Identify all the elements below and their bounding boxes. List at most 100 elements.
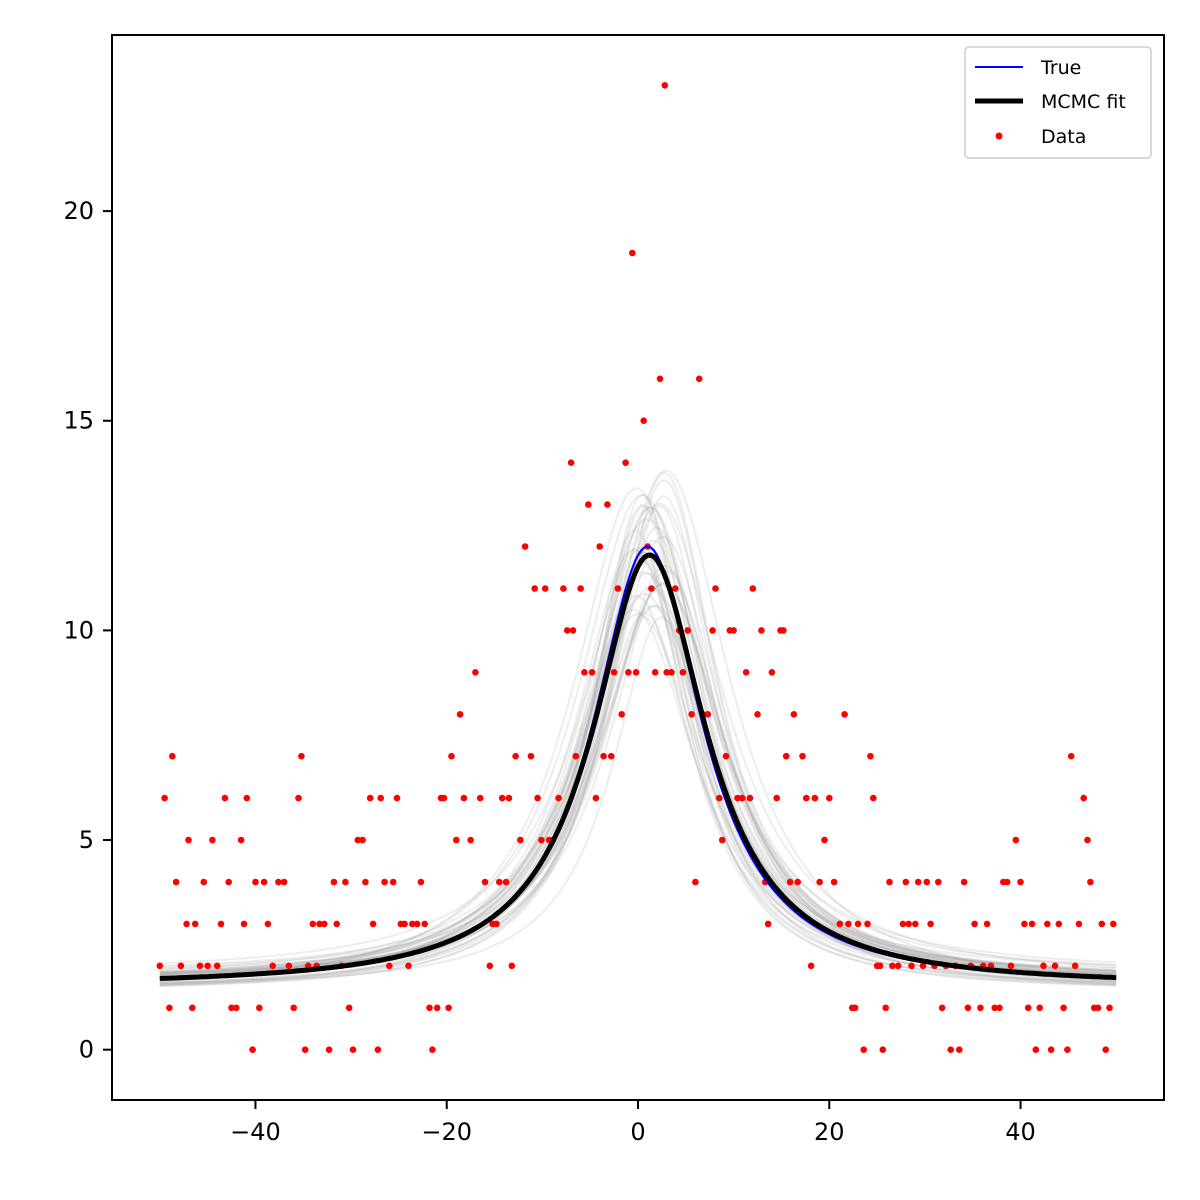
data-point <box>905 920 912 928</box>
sample-curve <box>159 493 1117 980</box>
data-point <box>754 711 761 718</box>
data-point <box>947 1046 954 1053</box>
data-point <box>301 1046 309 1053</box>
data-point <box>746 794 754 802</box>
sample-curve <box>159 552 1117 987</box>
data-point <box>426 1004 433 1012</box>
data-point <box>738 794 746 802</box>
data-point <box>977 1004 984 1012</box>
data-point <box>496 878 503 886</box>
data-point <box>899 920 907 928</box>
data-point <box>213 962 221 970</box>
x-tick-label: −20 <box>421 1118 472 1146</box>
data-point <box>1094 1004 1102 1012</box>
x-tick-label: −40 <box>230 1118 281 1146</box>
data-point <box>1064 1046 1071 1053</box>
data-point <box>860 1046 867 1053</box>
y-tick-label: 15 <box>63 407 94 435</box>
data-point <box>569 627 577 634</box>
data-point <box>316 920 323 928</box>
data-point <box>1047 1046 1055 1053</box>
data-point <box>1032 1046 1040 1053</box>
sample-curve <box>159 549 1117 984</box>
data-point <box>183 920 190 928</box>
data-point <box>1024 1004 1032 1012</box>
data-point <box>1028 920 1036 928</box>
sample-curve <box>159 502 1117 971</box>
data-point <box>200 878 208 886</box>
x-tick-label: 0 <box>630 1118 645 1146</box>
data-point <box>429 1046 436 1053</box>
data-point <box>534 794 541 802</box>
data-point <box>1060 1004 1067 1012</box>
data-point <box>233 1004 240 1012</box>
data-point <box>882 1004 889 1012</box>
legend-data-label: Data <box>1041 126 1086 148</box>
data-point <box>295 794 302 802</box>
data-point <box>413 920 421 928</box>
data-point <box>472 669 479 676</box>
data-point <box>225 878 232 886</box>
data-point <box>349 1046 357 1053</box>
data-point <box>830 878 838 886</box>
data-point <box>780 627 787 634</box>
data-point <box>377 794 385 802</box>
data-point <box>531 585 538 592</box>
data-point <box>493 920 500 928</box>
data-point <box>560 585 567 592</box>
data-point <box>217 920 225 928</box>
sample-curve <box>159 571 1117 973</box>
sample-curve <box>159 604 1117 987</box>
data-point <box>577 585 584 592</box>
data-point <box>161 794 168 802</box>
data-point <box>333 920 341 928</box>
data-point <box>172 878 180 886</box>
data-point <box>692 878 699 886</box>
data-point <box>938 1004 946 1012</box>
data-point <box>1003 878 1011 886</box>
data-point <box>572 752 580 760</box>
data-point <box>538 836 545 844</box>
data-point <box>1110 920 1117 928</box>
data-point <box>1098 920 1106 928</box>
data-point <box>854 920 862 928</box>
data-point <box>1075 920 1083 928</box>
legend: True MCMC fit Data <box>964 46 1152 159</box>
sample-curve <box>159 612 1117 973</box>
data-point <box>764 920 772 928</box>
data-point <box>204 962 211 970</box>
data-point <box>456 711 464 718</box>
data-point <box>166 1004 173 1012</box>
data-point <box>983 920 991 928</box>
data-point <box>290 1004 298 1012</box>
data-point <box>521 543 529 550</box>
data-point <box>661 82 669 89</box>
data-point <box>807 962 815 970</box>
data-point <box>851 1004 859 1012</box>
data-point <box>1051 962 1059 970</box>
data-point <box>1012 836 1020 844</box>
data-point <box>768 669 776 676</box>
fit-lines <box>159 545 1117 981</box>
data-point <box>742 669 750 676</box>
sample-curve <box>159 592 1117 967</box>
data-point <box>927 920 934 928</box>
y-tick-label: 10 <box>63 616 94 644</box>
data-point <box>1071 962 1079 970</box>
data-point <box>864 920 871 928</box>
data-point <box>476 794 484 802</box>
data-point <box>867 752 874 760</box>
data-point <box>517 836 524 844</box>
data-point <box>722 752 730 760</box>
data-point <box>964 1004 972 1012</box>
data-point <box>684 627 691 634</box>
data-point <box>1017 878 1024 886</box>
data-point <box>672 585 679 592</box>
data-point <box>1102 1046 1109 1053</box>
data-point <box>695 375 703 383</box>
data-point <box>991 1004 998 1012</box>
data-point <box>886 878 893 886</box>
data-point <box>679 669 687 676</box>
x-tick-label: 40 <box>1005 1118 1036 1146</box>
data-point <box>401 920 408 928</box>
